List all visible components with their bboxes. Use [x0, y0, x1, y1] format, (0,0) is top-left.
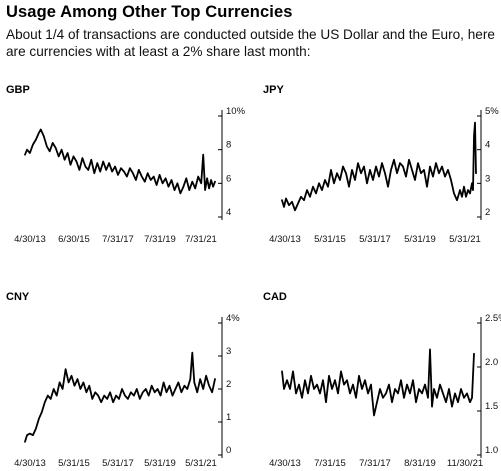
- cny-x-tick-label: 5/31/15: [58, 458, 90, 469]
- jpy-y-tick-label: 5%: [485, 106, 499, 117]
- cny-y-tick-label: 4%: [226, 313, 240, 324]
- cny-y-tick-label: 1: [226, 412, 231, 423]
- jpy-x-tick-label: 5/31/15: [314, 234, 346, 245]
- cad-y-tick-label: 2.5%: [485, 313, 501, 324]
- jpy-x-tick-label: 4/30/13: [269, 234, 301, 245]
- cad-panel-title: CAD: [263, 291, 287, 303]
- jpy-x-tick-label: 5/31/21: [449, 234, 481, 245]
- gbp-series-line: [24, 128, 216, 195]
- cny-y-tick-label: 0: [226, 445, 231, 456]
- cny-series-line: [24, 351, 216, 443]
- cad-x-tick-label: 7/31/15: [314, 458, 346, 469]
- cny-x-tick-label: 5/31/21: [185, 458, 217, 469]
- gbp-x-tick-label: 7/31/21: [185, 234, 217, 245]
- gbp-y-tick-label: 8: [226, 140, 231, 151]
- cad-x-tick-label: 4/30/13: [269, 458, 301, 469]
- jpy-y-tick-label: 4: [485, 140, 490, 151]
- cny-x-tick-label: 5/31/17: [102, 458, 134, 469]
- jpy-x-tick-label: 5/31/19: [404, 234, 436, 245]
- gbp-panel-title: GBP: [6, 84, 30, 96]
- cad-y-tick-label: 1.0: [485, 445, 498, 456]
- gbp-x-tick-label: 7/31/19: [144, 234, 176, 245]
- jpy-series-line: [281, 121, 477, 212]
- page-subtitle: About 1/4 of transactions are conducted …: [6, 27, 495, 59]
- jpy-x-tick-label: 5/31/17: [359, 234, 391, 245]
- gbp-x-tick-label: 6/30/15: [58, 234, 90, 245]
- jpy-y-tick-label: 2: [485, 207, 490, 218]
- gbp-y-tick-label: 4: [226, 207, 231, 218]
- cad-x-tick-label: 7/31/17: [359, 458, 391, 469]
- gbp-x-tick-label: 4/30/13: [14, 234, 46, 245]
- cad-series-line: [281, 348, 475, 417]
- cad-x-tick-label: 11/30/21: [447, 458, 483, 469]
- cad-y-tick-label: 2.0: [485, 357, 498, 368]
- cny-y-tick-label: 3: [226, 346, 231, 357]
- gbp-y-tick-label: 6: [226, 173, 231, 184]
- cny-panel-title: CNY: [6, 291, 30, 303]
- cny-x-tick-label: 5/31/19: [144, 458, 176, 469]
- cny-y-tick-label: 2: [226, 379, 231, 390]
- cad-y-tick-label: 1.5: [485, 401, 498, 412]
- gbp-y-tick-label: 10%: [226, 106, 246, 117]
- jpy-panel-title: JPY: [263, 84, 284, 96]
- cny-x-tick-label: 4/30/13: [14, 458, 46, 469]
- page-title: Usage Among Other Top Currencies: [6, 3, 293, 21]
- cad-x-tick-label: 8/31/19: [404, 458, 436, 469]
- gbp-x-tick-label: 7/31/17: [102, 234, 134, 245]
- jpy-y-tick-label: 3: [485, 173, 490, 184]
